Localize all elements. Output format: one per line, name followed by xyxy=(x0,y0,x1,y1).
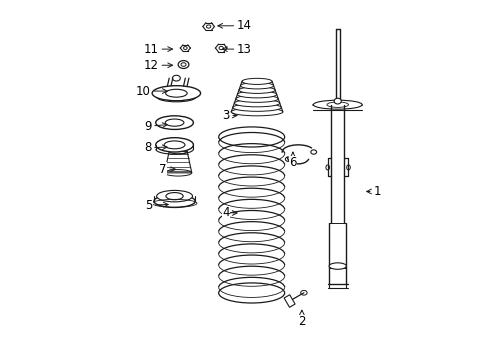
Ellipse shape xyxy=(235,95,278,102)
Ellipse shape xyxy=(242,78,271,85)
Ellipse shape xyxy=(154,195,195,207)
Ellipse shape xyxy=(152,86,200,101)
Ellipse shape xyxy=(333,98,341,104)
Ellipse shape xyxy=(240,82,273,89)
Text: 2: 2 xyxy=(298,310,305,328)
Ellipse shape xyxy=(178,60,188,68)
Ellipse shape xyxy=(231,108,282,116)
Ellipse shape xyxy=(155,116,193,130)
Text: 6: 6 xyxy=(288,152,296,169)
Text: 3: 3 xyxy=(222,109,237,122)
Text: 14: 14 xyxy=(218,19,251,32)
Text: 10: 10 xyxy=(136,85,167,98)
Ellipse shape xyxy=(313,100,362,109)
Text: 11: 11 xyxy=(143,42,172,55)
Text: 9: 9 xyxy=(143,120,167,133)
Ellipse shape xyxy=(155,138,193,152)
Ellipse shape xyxy=(237,91,276,98)
Text: 12: 12 xyxy=(143,59,172,72)
Text: 4: 4 xyxy=(222,207,237,220)
Ellipse shape xyxy=(234,99,279,107)
Ellipse shape xyxy=(328,263,346,269)
Text: 1: 1 xyxy=(366,185,380,198)
Ellipse shape xyxy=(232,104,281,111)
Ellipse shape xyxy=(239,87,275,93)
Text: 13: 13 xyxy=(222,42,251,55)
Ellipse shape xyxy=(156,190,192,202)
Text: 5: 5 xyxy=(145,199,168,212)
Text: 8: 8 xyxy=(143,141,167,154)
Text: 7: 7 xyxy=(159,163,175,176)
